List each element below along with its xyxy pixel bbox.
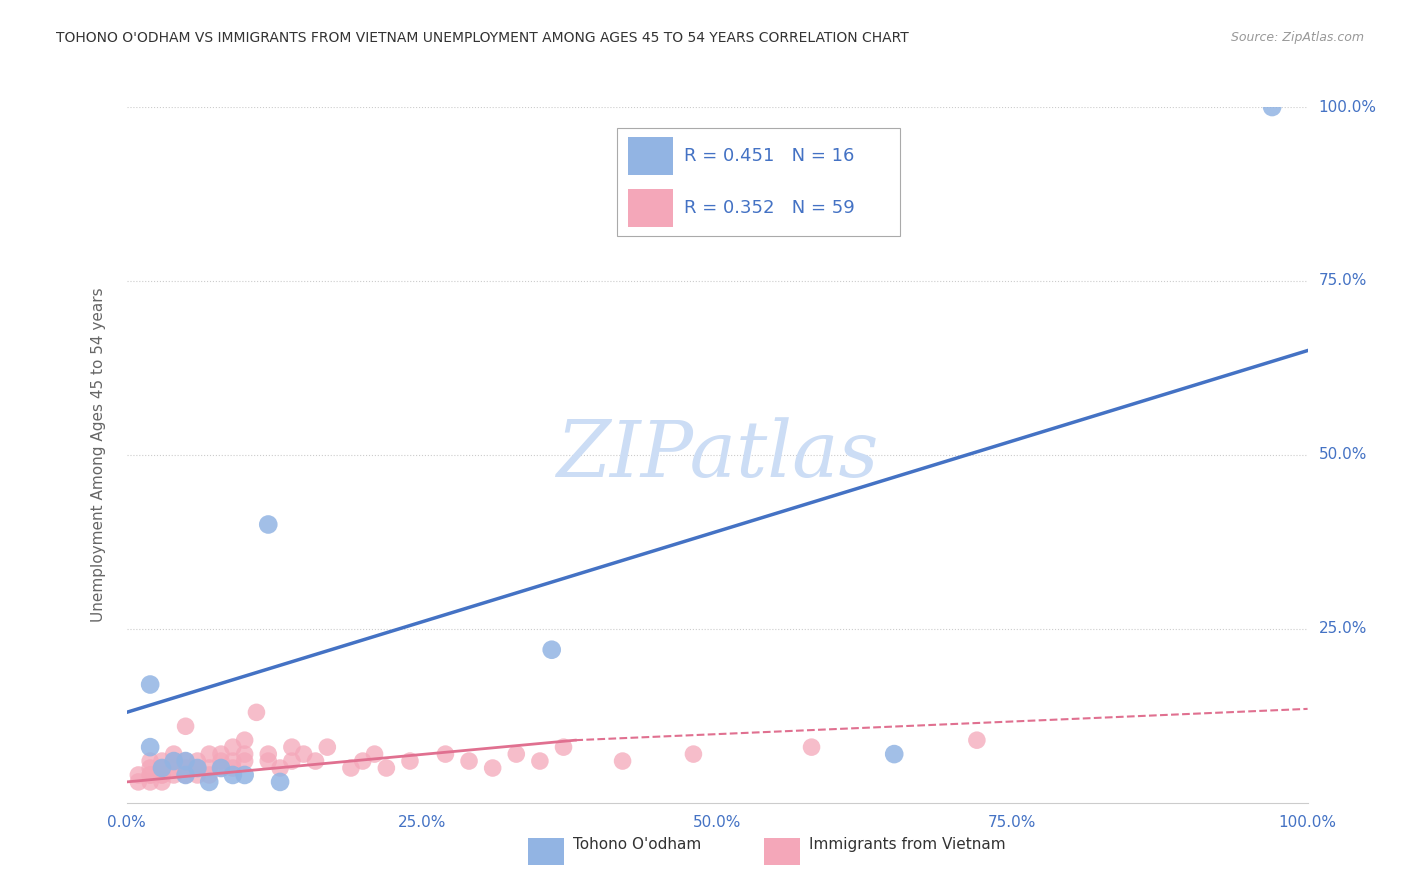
Point <box>481 761 503 775</box>
Point <box>150 768 173 782</box>
Point <box>257 754 280 768</box>
Point <box>1261 100 1284 114</box>
Point <box>222 754 245 768</box>
Point <box>198 761 221 775</box>
Point <box>257 517 280 532</box>
Point <box>139 775 162 789</box>
Point <box>163 768 186 782</box>
Point <box>198 775 221 789</box>
Point <box>316 740 339 755</box>
Point <box>174 719 197 733</box>
Point <box>174 768 197 782</box>
Point <box>174 754 197 768</box>
Point <box>363 747 385 761</box>
Point <box>269 775 291 789</box>
Point <box>245 706 267 720</box>
Point <box>340 761 363 775</box>
Point <box>139 754 162 768</box>
Point <box>612 754 634 768</box>
Point <box>209 754 232 768</box>
Point <box>233 747 256 761</box>
FancyBboxPatch shape <box>617 128 900 235</box>
Point <box>139 768 162 782</box>
Point <box>139 677 162 691</box>
Point <box>174 754 197 768</box>
Point <box>127 768 149 782</box>
Point <box>163 754 186 768</box>
FancyBboxPatch shape <box>628 189 673 227</box>
Point <box>529 754 551 768</box>
Point <box>150 754 173 768</box>
Point <box>139 740 162 755</box>
Point <box>174 761 197 775</box>
Point <box>434 747 457 761</box>
Point <box>186 768 208 782</box>
Point <box>222 761 245 775</box>
Text: 25.0%: 25.0% <box>1319 622 1367 636</box>
Point <box>399 754 422 768</box>
Point <box>292 747 315 761</box>
Point <box>458 754 481 768</box>
Point <box>163 747 186 761</box>
Point <box>163 754 186 768</box>
Point <box>304 754 326 768</box>
Text: TOHONO O'ODHAM VS IMMIGRANTS FROM VIETNAM UNEMPLOYMENT AMONG AGES 45 TO 54 YEARS: TOHONO O'ODHAM VS IMMIGRANTS FROM VIETNA… <box>56 31 910 45</box>
FancyBboxPatch shape <box>765 838 800 865</box>
Point <box>883 747 905 761</box>
Point <box>505 747 527 761</box>
Point <box>966 733 988 747</box>
Text: Tohono O'odham: Tohono O'odham <box>574 837 702 852</box>
Point <box>233 754 256 768</box>
Point <box>163 761 186 775</box>
Point <box>209 747 232 761</box>
Text: 50.0%: 50.0% <box>1319 448 1367 462</box>
Text: Source: ZipAtlas.com: Source: ZipAtlas.com <box>1230 31 1364 45</box>
Text: 75.0%: 75.0% <box>1319 274 1367 288</box>
Point <box>150 768 173 782</box>
Point <box>800 740 823 755</box>
Point <box>209 761 232 775</box>
Point <box>281 754 304 768</box>
Point <box>174 768 197 782</box>
Text: 100.0%: 100.0% <box>1319 100 1376 114</box>
FancyBboxPatch shape <box>529 838 564 865</box>
Point <box>222 740 245 755</box>
Point <box>139 761 162 775</box>
Point <box>257 747 280 761</box>
Y-axis label: Unemployment Among Ages 45 to 54 years: Unemployment Among Ages 45 to 54 years <box>91 287 105 623</box>
Point <box>233 768 256 782</box>
Point <box>281 740 304 755</box>
Point <box>186 761 208 775</box>
Point <box>198 768 221 782</box>
Point <box>553 740 575 755</box>
Text: ZIPatlas: ZIPatlas <box>555 417 879 493</box>
Point <box>127 775 149 789</box>
Point <box>222 768 245 782</box>
Point <box>198 747 221 761</box>
Point <box>150 761 173 775</box>
Point <box>186 761 208 775</box>
Point <box>233 733 256 747</box>
Text: Immigrants from Vietnam: Immigrants from Vietnam <box>810 837 1005 852</box>
Point <box>139 768 162 782</box>
Point <box>150 775 173 789</box>
Point <box>209 761 232 775</box>
Point <box>682 747 704 761</box>
Text: R = 0.352   N = 59: R = 0.352 N = 59 <box>683 199 855 217</box>
Point <box>540 642 562 657</box>
Point <box>352 754 374 768</box>
FancyBboxPatch shape <box>628 137 673 175</box>
Point <box>150 761 173 775</box>
Text: R = 0.451   N = 16: R = 0.451 N = 16 <box>683 147 855 165</box>
Point <box>186 754 208 768</box>
Point <box>269 761 291 775</box>
Point <box>375 761 398 775</box>
